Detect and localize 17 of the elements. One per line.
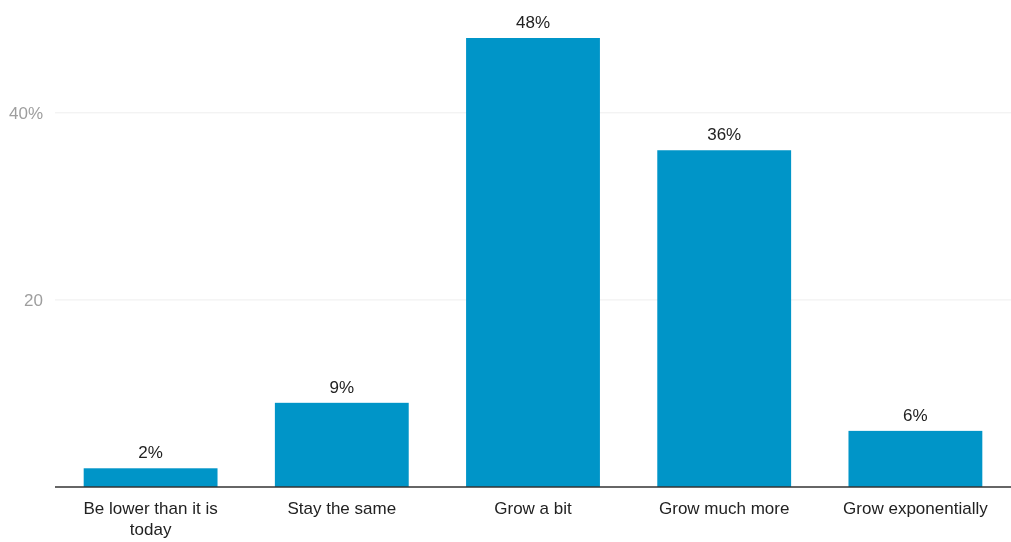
x-tick-label: Stay the same [287, 499, 397, 518]
x-tick-label: Grow much more [659, 499, 790, 518]
data-label: 2% [138, 443, 163, 463]
y-tick-label: 20 [24, 290, 43, 310]
bar [466, 38, 600, 487]
bar [274, 402, 409, 487]
y-tick-label: 40% [8, 103, 43, 123]
x-tick-label: Grow a bit [494, 499, 573, 518]
data-label: 9% [329, 377, 355, 397]
x-tick-label: Be lower than it is today [83, 499, 218, 539]
x-tick-label: Grow exponentially [843, 499, 989, 518]
data-label: 6% [903, 405, 928, 425]
data-label: 48% [515, 13, 551, 32]
data-label: 36% [707, 125, 742, 145]
bar [848, 430, 983, 487]
bar [83, 468, 218, 487]
bar [657, 150, 792, 487]
